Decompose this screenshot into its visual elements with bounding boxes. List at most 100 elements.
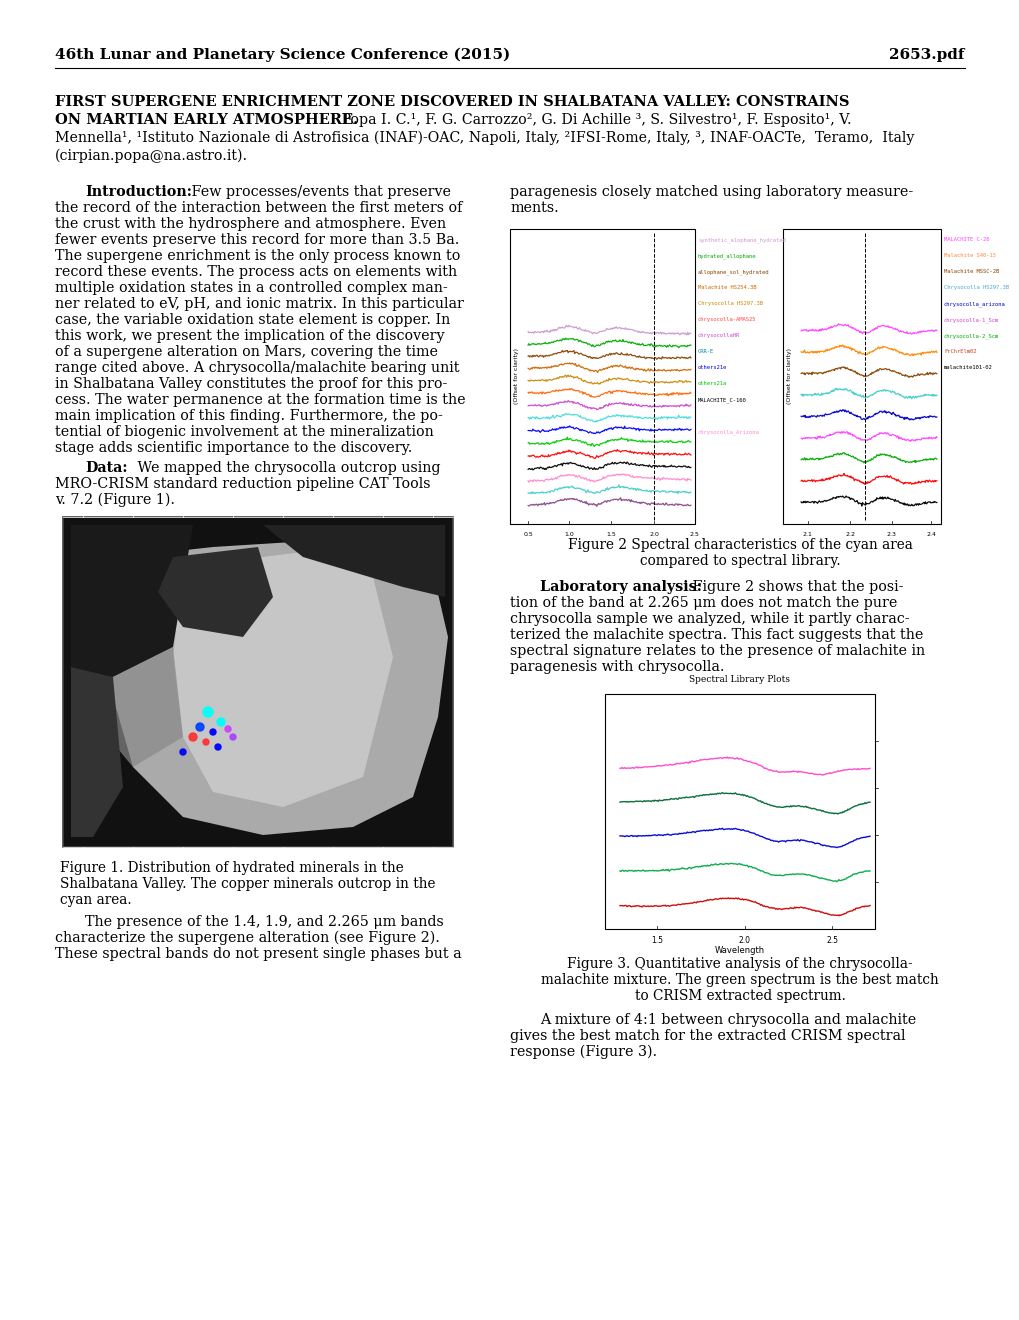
Polygon shape bbox=[158, 546, 273, 638]
Circle shape bbox=[229, 734, 235, 741]
Circle shape bbox=[203, 708, 213, 717]
Text: the record of the interaction between the first meters of: the record of the interaction between th… bbox=[55, 201, 462, 215]
Circle shape bbox=[179, 748, 185, 755]
Text: Figure 2 Spectral characteristics of the cyan area
compared to spectral library.: Figure 2 Spectral characteristics of the… bbox=[567, 539, 912, 568]
Text: multiple oxidation states in a controlled complex man-: multiple oxidation states in a controlle… bbox=[55, 281, 447, 294]
Text: Malachite HS254.3B: Malachite HS254.3B bbox=[697, 285, 756, 290]
Text: Wavelength: Wavelength bbox=[714, 946, 764, 954]
Text: Data:: Data: bbox=[85, 461, 127, 475]
Text: 43°10'W: 43°10'W bbox=[239, 851, 266, 855]
Text: 2.3: 2.3 bbox=[886, 532, 896, 537]
Text: Chrysocolla HS297.3B: Chrysocolla HS297.3B bbox=[697, 301, 762, 306]
Text: 0.5: 0.5 bbox=[523, 532, 533, 537]
Text: cess. The water permanence at the formation time is the: cess. The water permanence at the format… bbox=[55, 393, 465, 407]
Polygon shape bbox=[173, 552, 392, 807]
Text: v. 7.2 (Figure 1).: v. 7.2 (Figure 1). bbox=[55, 492, 175, 507]
Text: 43°00'W: 43°00'W bbox=[379, 851, 406, 855]
Text: the crust with the hydrosphere and atmosphere. Even: the crust with the hydrosphere and atmos… bbox=[55, 216, 445, 231]
Text: 2653.pdf: 2653.pdf bbox=[889, 48, 964, 62]
Text: 43°00'W: 43°00'W bbox=[379, 507, 406, 512]
Bar bbox=[604, 694, 874, 929]
Text: Laboratory analysis:: Laboratory analysis: bbox=[539, 579, 701, 594]
Text: 2.0: 2.0 bbox=[648, 532, 658, 537]
Bar bbox=[63, 517, 452, 847]
Text: MRO-CRISM standard reduction pipeline CAT Tools: MRO-CRISM standard reduction pipeline CA… bbox=[55, 477, 430, 491]
Text: chrysocollaHR: chrysocollaHR bbox=[697, 333, 740, 338]
Text: chrysocolla sample we analyzed, while it partly charac-: chrysocolla sample we analyzed, while it… bbox=[510, 612, 909, 626]
Text: range cited above. A chrysocolla/malachite bearing unit: range cited above. A chrysocolla/malachi… bbox=[55, 360, 459, 375]
Text: The presence of the 1.4, 1.9, and 2.265 μm bands: The presence of the 1.4, 1.9, and 2.265 … bbox=[85, 915, 443, 929]
Text: allophane_sol_hydrated: allophane_sol_hydrated bbox=[697, 269, 768, 275]
Text: others21e: others21e bbox=[697, 366, 727, 370]
Text: Figure 3. Quantitative analysis of the chrysocolla-
malachite mixture. The green: Figure 3. Quantitative analysis of the c… bbox=[541, 957, 937, 1003]
Text: chrysocolla-1_Scm: chrysocolla-1_Scm bbox=[943, 317, 999, 322]
Text: 46th Lunar and Planetary Science Conference (2015): 46th Lunar and Planetary Science Confere… bbox=[55, 48, 510, 62]
Text: We mapped the chrysocolla outcrop using: We mapped the chrysocolla outcrop using bbox=[132, 461, 440, 475]
Text: Spectral Library Plots: Spectral Library Plots bbox=[689, 675, 790, 684]
Text: FIRST SUPERGENE ENRICHMENT ZONE DISCOVERED IN SHALBATANA VALLEY: CONSTRAINS: FIRST SUPERGENE ENRICHMENT ZONE DISCOVER… bbox=[55, 95, 849, 110]
Text: chrysocolla-AMAS25: chrysocolla-AMAS25 bbox=[697, 317, 756, 322]
Polygon shape bbox=[71, 525, 193, 677]
Text: MALACHITE_C-160: MALACHITE_C-160 bbox=[697, 397, 746, 403]
Text: paragenesis with chrysocolla.: paragenesis with chrysocolla. bbox=[510, 660, 723, 675]
Text: 1.5: 1.5 bbox=[651, 936, 662, 945]
Text: paragenesis closely matched using laboratory measure-: paragenesis closely matched using labora… bbox=[510, 185, 912, 199]
Text: Malachite MSSC-2B: Malachite MSSC-2B bbox=[943, 269, 999, 275]
Circle shape bbox=[196, 723, 204, 731]
Text: stage adds scientific importance to the discovery.: stage adds scientific importance to the … bbox=[55, 441, 412, 455]
Text: Few processes/events that preserve: Few processes/events that preserve bbox=[186, 185, 450, 199]
Text: case, the variable oxidation state element is copper. In: case, the variable oxidation state eleme… bbox=[55, 313, 449, 327]
Polygon shape bbox=[263, 525, 444, 597]
Bar bbox=[510, 228, 694, 524]
Circle shape bbox=[225, 726, 230, 733]
Text: N4°20': N4°20' bbox=[42, 764, 61, 770]
Text: fewer events preserve this record for more than 3.5 Ba.: fewer events preserve this record for mo… bbox=[55, 234, 459, 247]
Text: CRR-E: CRR-E bbox=[697, 348, 713, 354]
Text: chrysocolla-2_Scm: chrysocolla-2_Scm bbox=[943, 333, 999, 339]
Text: Figure 2 shows that the posi-: Figure 2 shows that the posi- bbox=[688, 579, 903, 594]
Text: 2.5: 2.5 bbox=[825, 936, 838, 945]
Text: Malachite S40-15: Malachite S40-15 bbox=[943, 253, 995, 257]
Text: Mennella¹, ¹Istituto Nazionale di Astrofisica (INAF)-OAC, Napoli, Italy, ²IFSI-R: Mennella¹, ¹Istituto Nazionale di Astrof… bbox=[55, 131, 913, 145]
Text: A mixture of 4:1 between chrysocolla and malachite: A mixture of 4:1 between chrysocolla and… bbox=[539, 1012, 915, 1027]
Text: 43°10'W: 43°10'W bbox=[239, 507, 266, 512]
Text: Popa I. C.¹, F. G. Carrozzo², G. Di Achille ³, S. Silvestro¹, F. Esposito¹, V.: Popa I. C.¹, F. G. Carrozzo², G. Di Achi… bbox=[336, 114, 851, 127]
Text: main implication of this finding. Furthermore, the po-: main implication of this finding. Furthe… bbox=[55, 409, 442, 422]
Text: These spectral bands do not present single phases but a: These spectral bands do not present sing… bbox=[55, 946, 462, 961]
Text: N4°15': N4°15' bbox=[42, 664, 61, 669]
Text: of a supergene alteration on Mars, covering the time: of a supergene alteration on Mars, cover… bbox=[55, 345, 437, 359]
Text: The supergene enrichment is the only process known to: The supergene enrichment is the only pro… bbox=[55, 249, 460, 263]
Text: in Shalbatana Valley constitutes the proof for this pro-: in Shalbatana Valley constitutes the pro… bbox=[55, 378, 447, 391]
Text: 2.2: 2.2 bbox=[845, 532, 855, 537]
Text: ON MARTIAN EARLY ATMOSPHERE.: ON MARTIAN EARLY ATMOSPHERE. bbox=[55, 114, 358, 127]
Text: 1.5: 1.5 bbox=[606, 532, 615, 537]
Circle shape bbox=[210, 729, 216, 735]
Circle shape bbox=[217, 718, 225, 726]
Text: 2.1: 2.1 bbox=[802, 532, 812, 537]
Text: terized the malachite spectra. This fact suggests that the: terized the malachite spectra. This fact… bbox=[510, 628, 922, 642]
Text: spectral signature relates to the presence of malachite in: spectral signature relates to the presen… bbox=[510, 644, 924, 657]
Text: N4°10': N4°10' bbox=[42, 574, 61, 579]
Text: MALACHITE C-26: MALACHITE C-26 bbox=[943, 238, 988, 242]
Circle shape bbox=[189, 733, 197, 741]
Polygon shape bbox=[71, 667, 123, 837]
Text: chrysocolla_arizona: chrysocolla_arizona bbox=[943, 301, 1005, 306]
Polygon shape bbox=[108, 647, 182, 767]
Text: tion of the band at 2.265 μm does not match the pure: tion of the band at 2.265 μm does not ma… bbox=[510, 597, 897, 610]
Text: 2.4: 2.4 bbox=[925, 532, 935, 537]
Text: 1.0: 1.0 bbox=[564, 532, 574, 537]
Text: Figure 1. Distribution of hydrated minerals in the
Shalbatana Valley. The copper: Figure 1. Distribution of hydrated miner… bbox=[60, 861, 435, 907]
Text: response (Figure 3).: response (Figure 3). bbox=[510, 1045, 656, 1060]
Text: synthetic_alophane_hydrated: synthetic_alophane_hydrated bbox=[697, 238, 785, 243]
Text: (Offset for clarity): (Offset for clarity) bbox=[787, 348, 792, 404]
Text: 43°20'W: 43°20'W bbox=[109, 507, 137, 512]
Text: 43°20'W: 43°20'W bbox=[109, 851, 137, 855]
Text: (cirpian.popa@na.astro.it).: (cirpian.popa@na.astro.it). bbox=[55, 149, 248, 164]
Bar bbox=[783, 228, 941, 524]
Text: tential of biogenic involvement at the mineralization: tential of biogenic involvement at the m… bbox=[55, 425, 433, 440]
Text: chrysocolla_Arizona: chrysocolla_Arizona bbox=[697, 429, 759, 434]
Text: malachite101-02: malachite101-02 bbox=[943, 366, 991, 370]
Polygon shape bbox=[108, 543, 447, 836]
Text: record these events. The process acts on elements with: record these events. The process acts on… bbox=[55, 265, 457, 279]
Text: FrChrElm02: FrChrElm02 bbox=[943, 348, 975, 354]
